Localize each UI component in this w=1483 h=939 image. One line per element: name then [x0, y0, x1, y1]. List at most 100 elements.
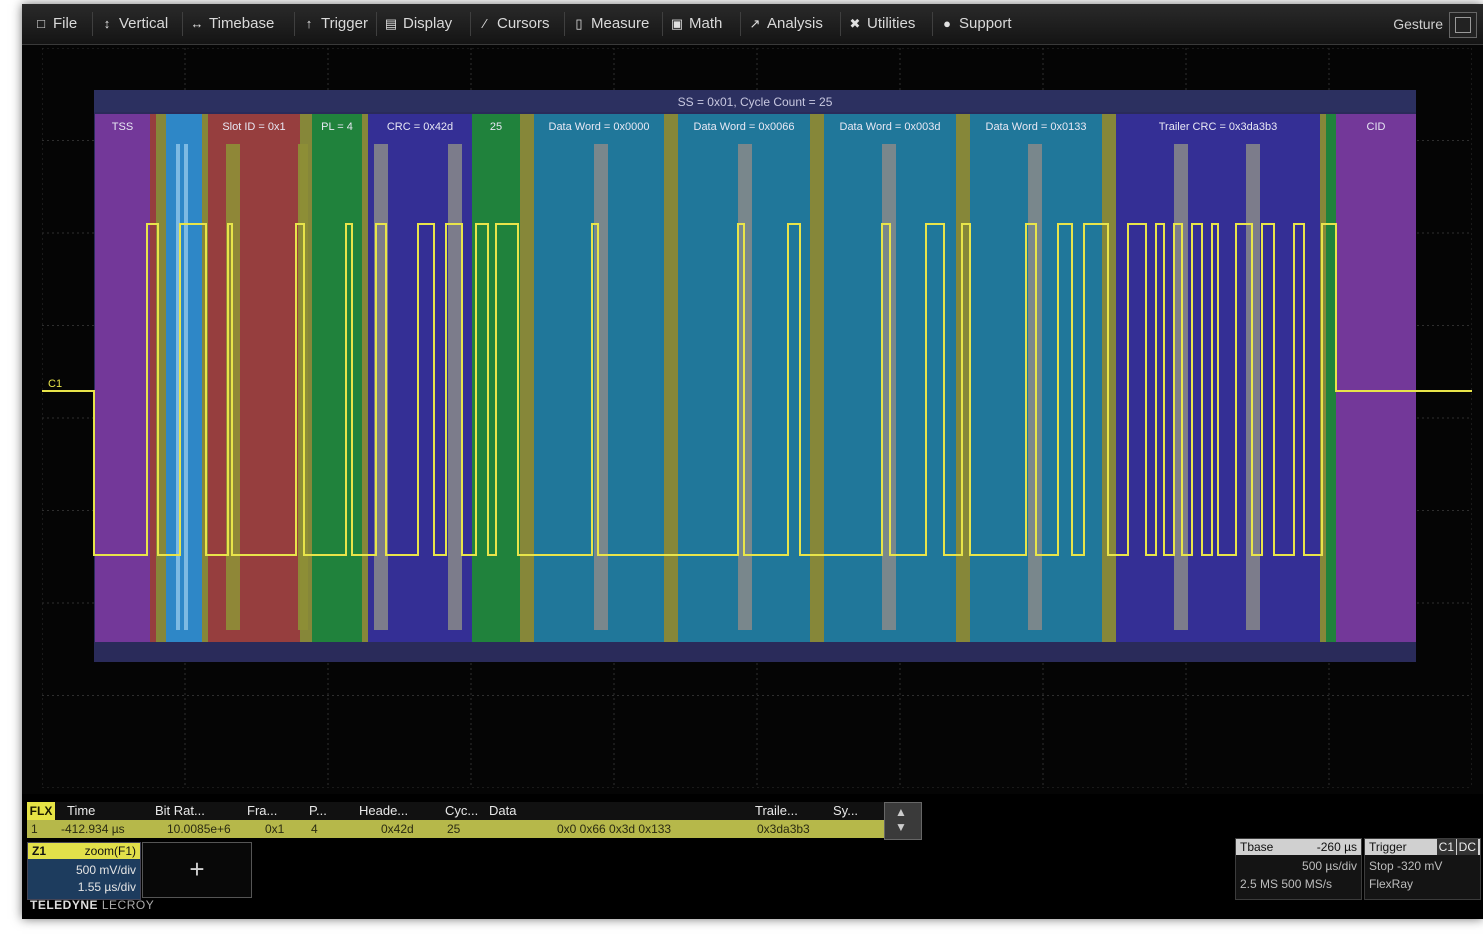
- table-cell-pl: 4: [311, 822, 318, 836]
- channel-trace: [42, 223, 1472, 556]
- analysis-icon: ↗: [749, 16, 761, 31]
- zoom-vertical-scale: 500 mV/div: [75, 863, 136, 877]
- menu-trigger[interactable]: ↑ Trigger: [302, 4, 368, 44]
- zoom-name: Z1: [32, 844, 47, 858]
- zoom-label: zoom(F1): [84, 844, 136, 858]
- menu-utilities[interactable]: ✖ Utilities: [848, 4, 916, 44]
- decode-field-block: [208, 114, 300, 642]
- decode-field-label: Data Word = 0x0133: [986, 121, 1087, 133]
- column-header[interactable]: Time: [67, 803, 96, 818]
- menu-label: Display: [403, 15, 453, 32]
- table-scroll-button[interactable]: [884, 802, 922, 840]
- menu-cursors[interactable]: ∕ Cursors: [478, 4, 550, 44]
- column-header[interactable]: Cyc...: [445, 803, 479, 818]
- math-icon: ▣: [670, 16, 684, 31]
- column-header[interactable]: Traile...: [755, 803, 798, 818]
- decode-field-label: Data Word = 0x003d: [840, 121, 941, 133]
- bit-stripe: [176, 144, 180, 630]
- menu-file[interactable]: □ File: [34, 4, 77, 44]
- column-header[interactable]: Sy...: [833, 803, 859, 818]
- logo-brand: TELEDYNE: [30, 898, 99, 912]
- menu-measure[interactable]: ▯ Measure: [572, 4, 649, 44]
- zoom-descriptor[interactable]: Z1 zoom(F1) 500 mV/div 1.55 µs/div: [27, 842, 141, 900]
- column-header[interactable]: Data: [489, 803, 517, 818]
- bottom-panel: FLX Time Bit Rat... Fra... P... Heade... Cyc.…: [22, 794, 1483, 919]
- trigger-header: Trigger C1 DC: [1365, 839, 1480, 855]
- bit-stripe: [374, 144, 388, 630]
- column-header[interactable]: Bit Rat...: [155, 803, 205, 818]
- table-cell-header: 0x42d: [381, 822, 414, 836]
- timebase-sampling: 2.5 MS 500 MS/s: [1240, 877, 1333, 891]
- decode-field-label: Data Word = 0x0000: [549, 121, 650, 133]
- gesture-toggle-button[interactable]: [1449, 12, 1477, 38]
- menu-separator: [740, 12, 741, 36]
- decode-field-block: [95, 114, 150, 642]
- menu-bar: □ File ↕ Vertical ↔ Timebase ↑ Trigger ▤ Display ∕…: [22, 4, 1483, 45]
- timebase-title: Tbase: [1240, 840, 1274, 854]
- decode-field-label: CID: [1367, 121, 1386, 133]
- table-cell-bitrate: 10.0085e+6: [167, 822, 231, 836]
- menu-math[interactable]: ▣ Math: [670, 4, 723, 44]
- menu-separator: [294, 12, 295, 36]
- protocol-tag[interactable]: FLX: [27, 802, 55, 820]
- file-icon: □: [37, 16, 45, 31]
- trigger-source-badge: C1: [1436, 839, 1456, 855]
- bit-stripe: [594, 144, 608, 630]
- menu-vertical[interactable]: ↕ Vertical: [100, 4, 168, 44]
- menu-display[interactable]: ▤ Display: [384, 4, 452, 44]
- column-header[interactable]: Heade...: [359, 803, 409, 818]
- add-trace-button[interactable]: +: [142, 842, 252, 898]
- decode-field-block: [362, 114, 368, 642]
- trigger-title: Trigger: [1369, 840, 1407, 854]
- menu-label: Vertical: [119, 15, 169, 32]
- column-header[interactable]: Fra...: [247, 803, 278, 818]
- table-cell-time: -412.934 µs: [61, 822, 125, 836]
- waveform-display[interactable]: SS = 0x01, Cycle Count = 25 TSS Slot ID = …: [42, 48, 1472, 788]
- decode-field-label: Slot ID = 0x1: [222, 121, 285, 133]
- decode-header-bar: [94, 90, 1416, 112]
- cursors-icon: ∕: [483, 16, 487, 31]
- table-cell-data: 0x0 0x66 0x3d 0x133: [557, 822, 672, 836]
- table-cell-cycle: 25: [447, 822, 461, 836]
- decode-table-header: FLX Time Bit Rat... Fra... P... Heade... Cyc.…: [27, 802, 887, 820]
- timebase-delay: -260 µs: [1316, 840, 1357, 854]
- trigger-type: FlexRay: [1369, 877, 1414, 891]
- support-icon: ●: [943, 16, 951, 31]
- trigger-mode-level: Stop -320 mV: [1369, 859, 1443, 873]
- menu-label: Trigger: [321, 15, 368, 32]
- menu-separator: [182, 12, 183, 36]
- menu-label: Analysis: [767, 15, 823, 32]
- column-header[interactable]: P...: [309, 803, 327, 818]
- menu-timebase[interactable]: ↔ Timebase: [190, 4, 275, 44]
- menu-support[interactable]: ● Support: [940, 4, 1012, 44]
- measure-icon: ▯: [575, 16, 583, 31]
- bit-stripe: [184, 144, 188, 630]
- bit-stripe: [448, 144, 462, 630]
- menu-label: Measure: [591, 15, 650, 32]
- timebase-icon: ↔: [190, 16, 204, 31]
- menu-label: File: [53, 15, 78, 32]
- menu-separator: [840, 12, 841, 36]
- menu-separator: [92, 12, 93, 36]
- zoom-descriptor-header: Z1 zoom(F1): [28, 843, 140, 859]
- decode-field-block: [150, 114, 156, 642]
- table-row[interactable]: 1 -412.934 µs 10.0085e+6 0x1 4 0x42d 25 0x0 0x6…: [27, 820, 887, 838]
- menu-analysis[interactable]: ↗ Analysis: [748, 4, 823, 44]
- timebase-header: Tbase -260 µs: [1236, 839, 1361, 855]
- trigger-coupling-badge: DC: [1456, 839, 1478, 855]
- trigger-descriptor[interactable]: Trigger C1 DC Stop -320 mV FlexRay: [1364, 838, 1481, 900]
- decode-field-label: TSS: [112, 121, 133, 133]
- decode-field-block: [156, 114, 166, 642]
- decode-field-block: [1326, 114, 1336, 642]
- menu-label: Math: [689, 15, 723, 32]
- menu-label: Support: [959, 15, 1012, 32]
- decode-table[interactable]: FLX Time Bit Rat... Fra... P... Heade... Cyc.…: [27, 802, 887, 838]
- menu-separator: [662, 12, 663, 36]
- menu-label: Utilities: [867, 15, 916, 32]
- decode-field-label: PL = 4: [321, 121, 353, 133]
- utilities-icon: ✖: [849, 16, 861, 31]
- scope-window: □ File ↕ Vertical ↔ Timebase ↑ Trigger ▤ Display ∕…: [22, 4, 1483, 919]
- menu-label: Timebase: [209, 15, 275, 32]
- timebase-descriptor[interactable]: Tbase -260 µs 500 µs/div 2.5 MS 500 MS/s: [1235, 838, 1362, 900]
- table-cell-index: 1: [31, 822, 38, 836]
